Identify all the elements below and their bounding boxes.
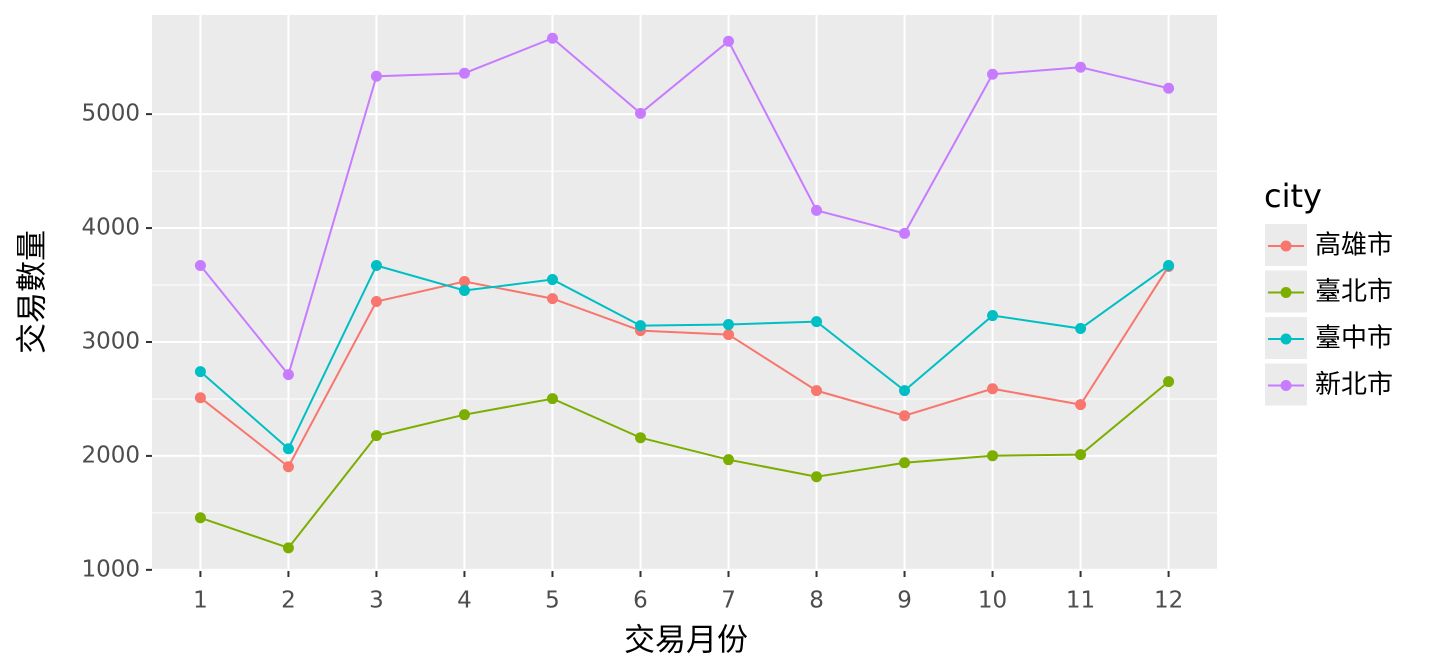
point [723, 35, 735, 47]
series-line [200, 380, 1170, 550]
point [546, 32, 558, 44]
x-axis-title: 交易月份 [624, 623, 748, 659]
series-line [199, 37, 1169, 377]
series-line [199, 265, 1170, 469]
point [899, 385, 911, 397]
point [1163, 82, 1175, 94]
legend-point [1280, 380, 1292, 391]
panel [152, 15, 1217, 571]
x-tick-label: 3 [369, 588, 384, 614]
x-tick-label: 10 [978, 588, 1007, 614]
point [282, 461, 294, 473]
point [987, 383, 999, 395]
x-tick-label: 4 [457, 588, 472, 614]
point [1075, 449, 1087, 461]
point [282, 542, 294, 554]
point [282, 369, 294, 381]
legend-title: city [1264, 177, 1322, 215]
point [1163, 376, 1175, 388]
x-tick-label: 6 [633, 588, 648, 614]
series-line [199, 264, 1170, 451]
y-tick-label: 5000 [81, 101, 140, 127]
x-tick-label: 1 [193, 588, 208, 614]
point [899, 457, 911, 469]
legend-point [1280, 333, 1292, 345]
point [811, 471, 823, 483]
point [1075, 323, 1087, 335]
point [987, 450, 999, 462]
x-tick-label: 5 [545, 588, 560, 614]
y-tick-label: 4000 [81, 215, 140, 241]
point [194, 512, 206, 524]
point [194, 260, 206, 272]
x-tick-label: 12 [1154, 588, 1183, 614]
point [634, 107, 646, 119]
legend-label: 臺北市 [1315, 277, 1393, 307]
y-tick-label: 3000 [81, 328, 140, 354]
legend-point [1280, 287, 1292, 298]
point [899, 410, 911, 422]
legend-label: 臺中市 [1315, 324, 1393, 354]
point [899, 227, 911, 239]
point [370, 70, 382, 82]
point [1163, 260, 1175, 272]
point [194, 392, 206, 404]
point [723, 329, 735, 341]
point [458, 284, 470, 296]
point [1075, 399, 1087, 411]
x-tick-label: 8 [809, 588, 824, 614]
y-tick-label: 2000 [81, 442, 140, 468]
x-tick-label: 11 [1066, 588, 1095, 614]
y-tick-label: 1000 [81, 556, 140, 582]
point [811, 204, 823, 216]
point [634, 320, 646, 332]
point [282, 443, 294, 455]
point [546, 293, 558, 305]
point [723, 454, 735, 466]
point [723, 319, 735, 331]
y-axis-title: 交易數量 [15, 230, 51, 354]
point [370, 430, 382, 442]
legend-point [1280, 240, 1292, 252]
point [811, 385, 823, 397]
point [458, 409, 470, 421]
point [370, 260, 382, 272]
point [546, 393, 558, 405]
legend-label: 新北市 [1315, 370, 1393, 400]
point [458, 275, 470, 287]
point [546, 274, 558, 286]
point [987, 68, 999, 80]
x-tick-label: 9 [897, 588, 912, 614]
point [987, 310, 999, 322]
x-tick-label: 2 [281, 588, 296, 614]
point [458, 67, 470, 79]
point [1075, 61, 1087, 73]
legend-label: 高雄市 [1315, 231, 1393, 261]
point [370, 296, 382, 308]
x-tick-label: 7 [721, 588, 736, 614]
point [634, 432, 646, 444]
point [811, 316, 823, 328]
point [194, 366, 206, 378]
